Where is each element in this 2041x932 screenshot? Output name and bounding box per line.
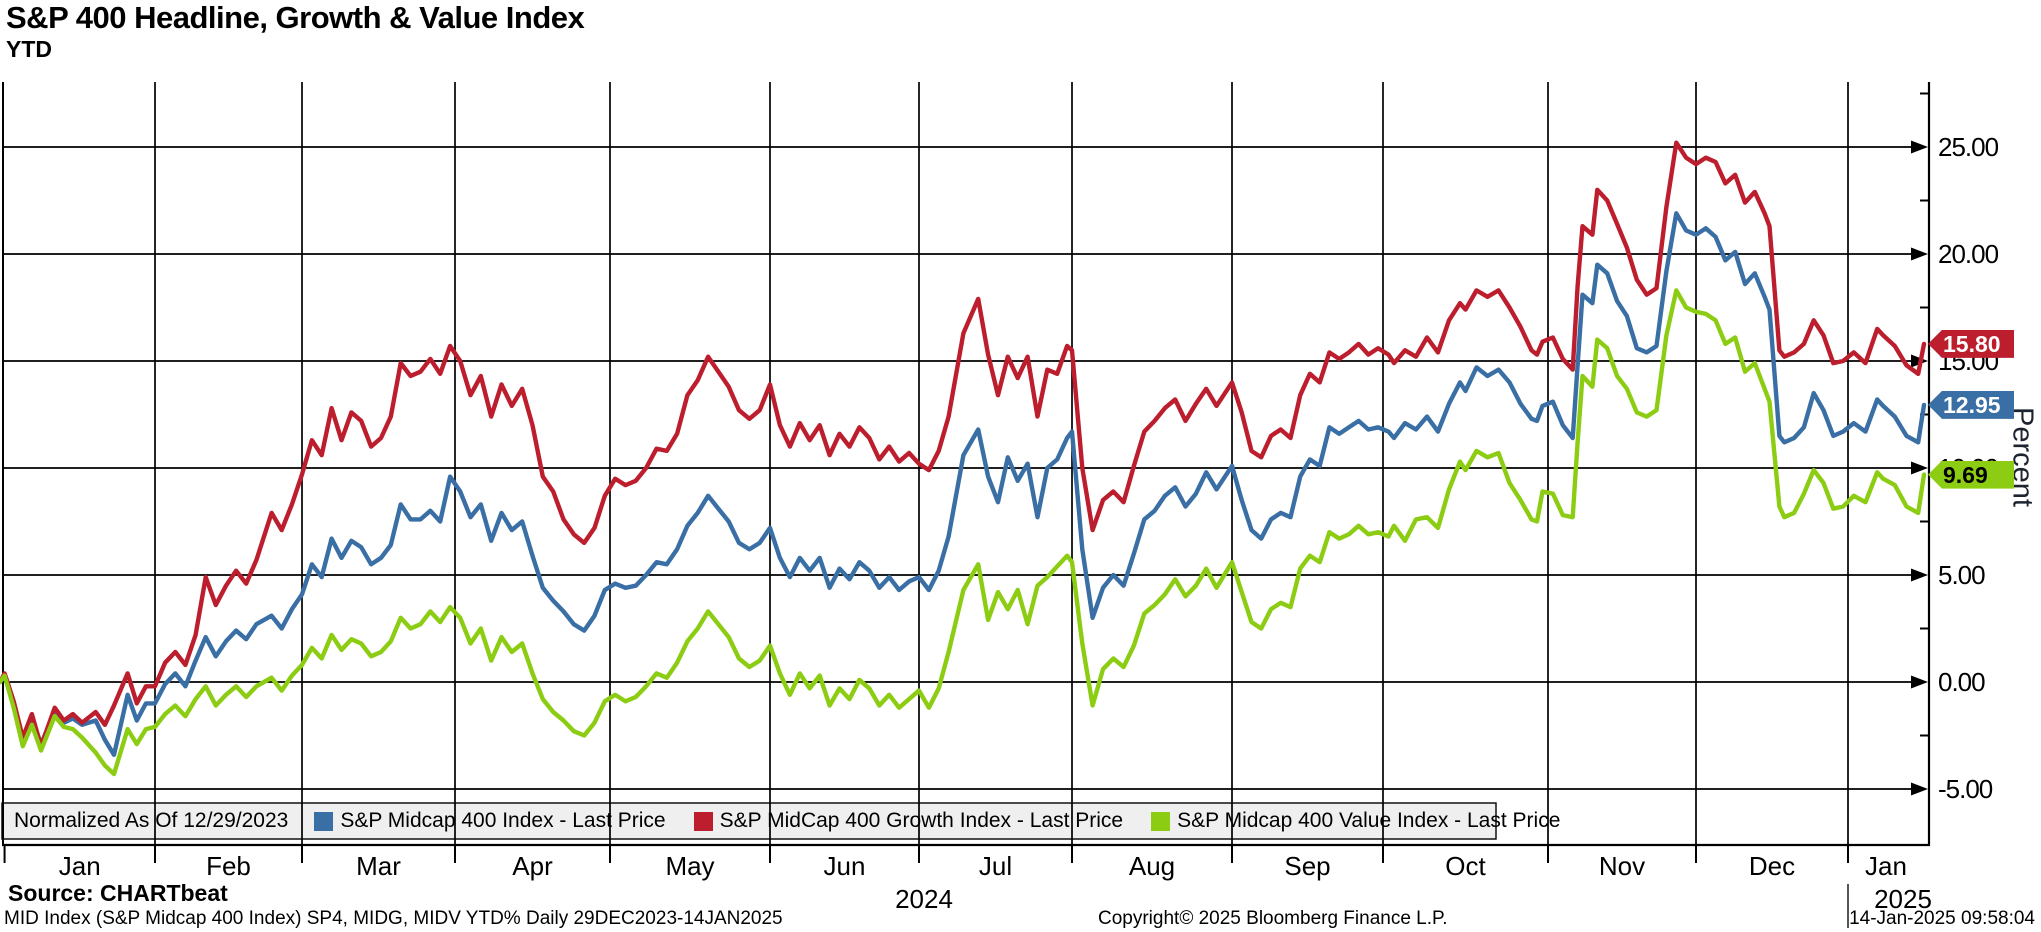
gridline-arrow-icon xyxy=(1911,247,1928,261)
x-axis-month-label: Jan xyxy=(58,851,101,881)
legend-swatch-icon xyxy=(1151,811,1171,831)
series-line-s-p-midcap-400-index-last-price xyxy=(0,211,1927,757)
x-axis-month-label: Dec xyxy=(1748,851,1796,881)
page-subtitle: YTD xyxy=(6,36,52,62)
series-line-s-p-midcap-400-growth-index-last-price xyxy=(0,140,1927,749)
y-axis-tick-label: 25.00 xyxy=(1938,132,1999,162)
y-axis-tick-label: 5.00 xyxy=(1938,560,1986,590)
x-axis-month-label: Oct xyxy=(1445,851,1486,881)
y-axis-title: Percent xyxy=(2006,407,2039,507)
x-axis-month-label: Jan xyxy=(1865,851,1907,881)
series-line-s-p-midcap-400-value-index-last-price xyxy=(0,288,1927,777)
legend-item: S&P Midcap 400 Value Index - Last Price xyxy=(1151,809,1560,833)
year-label-2025: 2025 xyxy=(1874,884,1932,914)
legend-item: S&P Midcap 400 Index - Last Price xyxy=(314,809,666,833)
y-axis-tick-label: 20.00 xyxy=(1938,239,1999,269)
footer-timestamp: 14-Jan-2025 09:58:04 xyxy=(1849,908,2035,929)
legend-bar: Normalized As Of 12/29/2023 S&P Midcap 4… xyxy=(2,803,1560,839)
y-axis-tick-label: -5.00 xyxy=(1938,774,1993,804)
x-axis-month-label: Mar xyxy=(356,851,401,881)
gridline-arrow-icon xyxy=(1911,568,1928,582)
legend-background xyxy=(1,802,1497,840)
gridline-arrow-icon xyxy=(1911,782,1928,796)
gridline-arrow-icon xyxy=(1911,675,1928,689)
legend-item-label: S&P MidCap 400 Growth Index - Last Price xyxy=(719,809,1124,832)
legend-item-label: S&P Midcap 400 Index - Last Price xyxy=(340,809,666,832)
x-axis-month-label: Sep xyxy=(1284,851,1331,881)
legend-swatch-icon xyxy=(693,811,713,831)
footer-source: Source: CHARTbeat xyxy=(8,880,228,906)
x-axis-month-label: Jul xyxy=(978,851,1013,881)
legend-swatch-icon xyxy=(314,811,334,831)
x-axis-month-label: Feb xyxy=(206,851,251,881)
legend-normalized-note: Normalized As Of 12/29/2023 xyxy=(14,809,289,832)
legend-item-label: S&P Midcap 400 Value Index - Last Price xyxy=(1177,809,1561,832)
gridline-arrow-icon xyxy=(1911,140,1928,154)
page-title: S&P 400 Headline, Growth & Value Index xyxy=(6,0,585,35)
x-axis-month-label: Nov xyxy=(1598,851,1646,881)
x-axis-month-label: Jun xyxy=(823,851,866,881)
footer-meta: MID Index (S&P Midcap 400 Index) SP4, MI… xyxy=(4,908,783,929)
legend-item: S&P MidCap 400 Growth Index - Last Price xyxy=(693,809,1124,833)
x-axis-month-label: Apr xyxy=(512,851,553,881)
x-axis-month-label: Aug xyxy=(1128,851,1176,881)
legend-items: S&P Midcap 400 Index - Last Price S&P Mid… xyxy=(314,809,1588,833)
year-label-2024: 2024 xyxy=(895,884,953,914)
y-axis-tick-label: 0.00 xyxy=(1938,667,1986,697)
x-axis-month-label: May xyxy=(665,851,715,881)
last-price-tag: 12.95 xyxy=(1928,390,2014,419)
footer-copyright: Copyright© 2025 Bloomberg Finance L.P. xyxy=(1098,908,1448,929)
gridline-arrow-icon xyxy=(1911,461,1928,475)
last-price-tag: 9.69 xyxy=(1928,460,2014,489)
last-price-tag: 15.80 xyxy=(1928,329,2014,358)
